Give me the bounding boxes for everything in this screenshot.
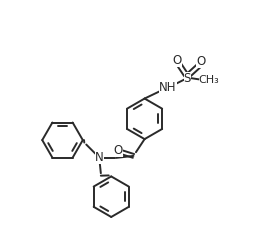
Text: S: S <box>184 72 191 85</box>
Text: N: N <box>95 152 104 164</box>
Text: CH₃: CH₃ <box>199 75 220 85</box>
Text: O: O <box>172 54 182 67</box>
Text: NH: NH <box>159 81 177 94</box>
Text: O: O <box>114 144 123 157</box>
Text: O: O <box>196 56 206 68</box>
